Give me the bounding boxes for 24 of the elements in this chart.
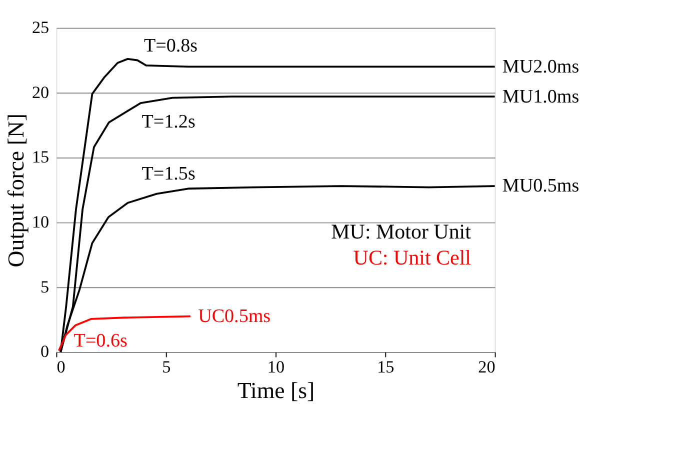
x-tick-label: 15 [377, 357, 394, 376]
y-tick-label: 15 [32, 148, 50, 167]
annotation: MU: Motor Unit [331, 220, 472, 244]
series-label: MU1.0ms [502, 86, 580, 108]
line-series [58, 315, 192, 352]
annotation: T=0.8s [144, 35, 198, 56]
y-tick-label: 20 [32, 82, 50, 102]
annotation: T=0.6s [74, 330, 128, 352]
y-tick-label: 10 [32, 212, 50, 232]
annotation: T=1.5s [142, 163, 196, 184]
x-tick-label: 10 [267, 357, 285, 376]
annotation: T=1.2s [142, 112, 196, 133]
y-tick-label: 5 [40, 277, 50, 296]
series-label: MU0.5ms [502, 176, 580, 197]
x-axis-title: Time [s] [237, 378, 315, 404]
series-label: MU2.0ms [502, 56, 580, 78]
annotation: UC: Unit Cell [353, 245, 472, 270]
y-tick-label: 25 [32, 18, 50, 38]
y-tick-label: 0 [40, 342, 50, 362]
y-axis-title: Output force [N] [3, 114, 28, 268]
x-tick-label: 20 [478, 357, 496, 376]
series-label: UC0.5ms [198, 306, 271, 328]
x-tick-label: 0 [56, 357, 66, 376]
x-tick-label: 5 [162, 357, 171, 376]
